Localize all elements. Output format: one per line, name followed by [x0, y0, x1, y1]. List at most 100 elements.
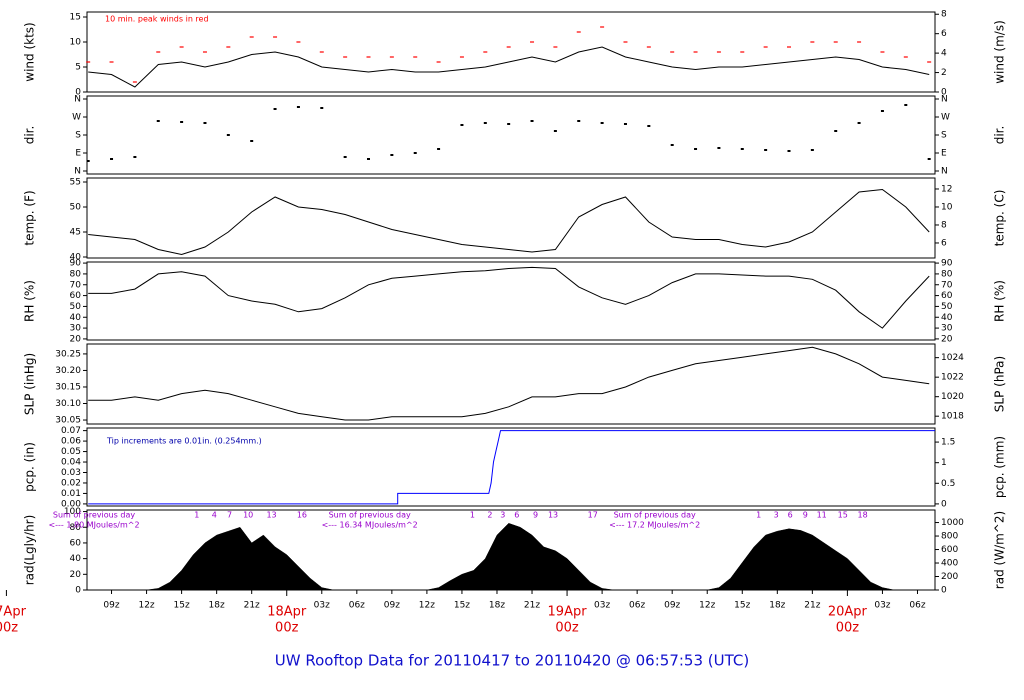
y-tick-label: 60: [70, 538, 82, 548]
data-line: [88, 266, 930, 329]
x-tick-label: 12z: [699, 601, 715, 611]
x-tick-label: 12z: [419, 601, 435, 611]
dir-point: [647, 125, 651, 127]
y2-axis-label: RH (%): [993, 280, 1007, 322]
dir-point: [810, 149, 814, 151]
x-tick-label: 21z: [244, 601, 260, 611]
y-tick-label: 30.05: [55, 416, 81, 426]
y2-tick-label: 8: [941, 10, 947, 20]
y2-tick-label: 400: [941, 559, 958, 569]
panel-frame: [86, 343, 936, 425]
dir-point: [273, 108, 277, 110]
y-axis-label: dir.: [23, 126, 37, 145]
hour-label: 1: [194, 511, 199, 520]
y2-tick-label: 0: [941, 586, 947, 596]
y2-tick-label: 0: [941, 499, 947, 509]
y-tick-label: N: [74, 167, 81, 177]
y-axis-label: RH (%): [23, 280, 37, 322]
panel-frame: [86, 427, 936, 507]
y2-tick-label: E: [941, 149, 947, 159]
dir-point: [390, 154, 394, 156]
y-tick-label: 0.05: [61, 447, 81, 457]
hour-label: 3: [500, 511, 505, 520]
data-line: [88, 188, 930, 256]
y-tick-label: S: [75, 131, 81, 141]
dir-point: [460, 124, 464, 126]
y-tick-label: 0: [75, 88, 81, 98]
hour-label: 9: [533, 511, 538, 520]
x-tick-label: 09z: [384, 601, 400, 611]
rad-area: [88, 523, 930, 591]
y2-tick-label: 1020: [941, 392, 964, 402]
sum-note: <--- 1.80 MJoules/m^2: [48, 521, 139, 530]
dir-point: [717, 147, 721, 149]
sum-note: Sum of previous day: [329, 511, 411, 520]
y2-tick-label: 1: [941, 458, 947, 468]
panel-frame: [86, 261, 936, 341]
x-tick-label: 12z: [138, 601, 154, 611]
y2-tick-label: 20: [941, 334, 953, 344]
y2-tick-label: 6: [941, 29, 947, 39]
dir-point: [904, 104, 908, 106]
sum-note: Sum of previous day: [53, 511, 135, 520]
y2-tick-label: 10: [941, 202, 953, 212]
dir-point: [740, 148, 744, 150]
y-tick-label: 20: [70, 334, 82, 344]
date-label: 00z: [836, 621, 860, 636]
y-tick-label: 50: [70, 203, 82, 213]
hour-label: 1: [470, 511, 475, 520]
date-label: 00z: [0, 621, 18, 636]
y-tick-label: 80: [70, 523, 82, 533]
hour-label: 16: [297, 511, 307, 520]
dir-point: [600, 122, 604, 124]
hour-label: 6: [788, 511, 793, 520]
y-tick-label: 15: [70, 13, 81, 23]
x-tick-label: 06z: [349, 601, 365, 611]
legend-note: 10 min. peak winds in red: [105, 15, 209, 24]
dir-point: [110, 158, 114, 160]
y2-tick-label: 6: [941, 238, 947, 248]
dir-point: [764, 149, 768, 151]
dir-point: [670, 144, 674, 146]
hour-label: 13: [548, 511, 558, 520]
x-tick-label: 21z: [524, 601, 540, 611]
y2-tick-label: 70: [941, 280, 953, 290]
y2-tick-label: 0.5: [941, 479, 955, 489]
hour-label: 3: [774, 511, 779, 520]
y2-tick-label: S: [941, 131, 947, 141]
y-tick-label: 30.25: [55, 349, 81, 359]
hour-label: 6: [514, 511, 519, 520]
y2-tick-label: 1022: [941, 373, 964, 383]
dir-point: [133, 156, 137, 158]
y2-tick-label: 0: [941, 88, 947, 98]
panel-frame: [86, 177, 936, 259]
x-tick-label: 15z: [454, 601, 470, 611]
dir-point: [366, 158, 370, 160]
y-tick-label: 40: [70, 313, 82, 323]
dir-point: [296, 106, 300, 108]
dir-point: [226, 134, 230, 136]
x-tick-label: 03z: [874, 601, 890, 611]
date-label: 00z: [275, 621, 299, 636]
data-line: [88, 346, 930, 421]
y-tick-label: 0: [75, 586, 81, 596]
y-tick-label: 0.04: [61, 458, 81, 468]
y-axis-label: temp. (F): [23, 190, 37, 245]
y-tick-label: 30.15: [55, 382, 81, 392]
y2-tick-label: 4: [941, 49, 947, 59]
date-label: 17Apr: [0, 605, 27, 620]
dir-point: [156, 120, 160, 122]
x-tick-label: 15z: [174, 601, 190, 611]
dir-point: [203, 122, 207, 124]
x-tick-label: 15z: [734, 601, 750, 611]
x-tick-label: 18z: [769, 601, 785, 611]
y-tick-label: 0.01: [61, 489, 81, 499]
y2-tick-label: N: [941, 95, 948, 105]
x-tick-label: 18z: [489, 601, 505, 611]
y2-tick-label: 200: [941, 572, 958, 582]
hour-label: 18: [857, 511, 867, 520]
dir-point: [530, 120, 534, 122]
sum-note: <--- 16.34 MJoules/m^2: [322, 521, 418, 530]
date-label: 18Apr: [267, 605, 307, 620]
dir-point: [250, 140, 254, 142]
